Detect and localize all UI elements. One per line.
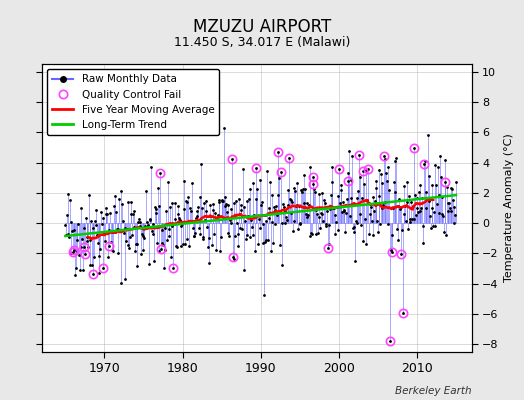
Text: Berkeley Earth: Berkeley Earth (395, 386, 472, 396)
Text: MZUZU AIRPORT: MZUZU AIRPORT (193, 18, 331, 36)
Legend: Raw Monthly Data, Quality Control Fail, Five Year Moving Average, Long-Term Tren: Raw Monthly Data, Quality Control Fail, … (47, 69, 220, 135)
Text: 11.450 S, 34.017 E (Malawi): 11.450 S, 34.017 E (Malawi) (174, 36, 350, 49)
Y-axis label: Temperature Anomaly (°C): Temperature Anomaly (°C) (504, 134, 514, 282)
